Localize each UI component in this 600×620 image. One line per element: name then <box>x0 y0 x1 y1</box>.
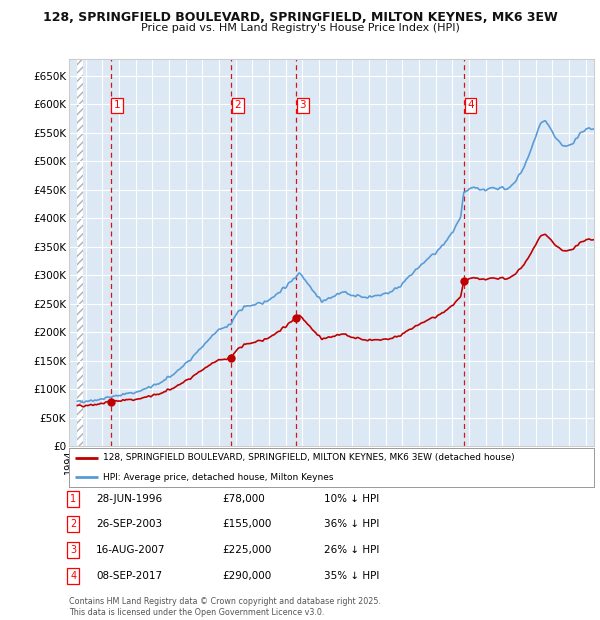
Text: 28-JUN-1996: 28-JUN-1996 <box>96 494 162 504</box>
Text: 1: 1 <box>114 100 121 110</box>
Text: £225,000: £225,000 <box>222 545 271 555</box>
Text: 4: 4 <box>70 571 76 581</box>
Text: 16-AUG-2007: 16-AUG-2007 <box>96 545 166 555</box>
Text: Price paid vs. HM Land Registry's House Price Index (HPI): Price paid vs. HM Land Registry's House … <box>140 23 460 33</box>
Text: 35% ↓ HPI: 35% ↓ HPI <box>324 571 379 581</box>
Text: 3: 3 <box>70 545 76 555</box>
Text: £78,000: £78,000 <box>222 494 265 504</box>
Text: 2: 2 <box>235 100 241 110</box>
Text: 2: 2 <box>70 519 76 529</box>
Text: £290,000: £290,000 <box>222 571 271 581</box>
Text: 26% ↓ HPI: 26% ↓ HPI <box>324 545 379 555</box>
Text: 128, SPRINGFIELD BOULEVARD, SPRINGFIELD, MILTON KEYNES, MK6 3EW (detached house): 128, SPRINGFIELD BOULEVARD, SPRINGFIELD,… <box>103 453 515 463</box>
Text: 26-SEP-2003: 26-SEP-2003 <box>96 519 162 529</box>
Text: 10% ↓ HPI: 10% ↓ HPI <box>324 494 379 504</box>
Text: 1: 1 <box>70 494 76 504</box>
Text: HPI: Average price, detached house, Milton Keynes: HPI: Average price, detached house, Milt… <box>103 472 334 482</box>
Text: 4: 4 <box>467 100 474 110</box>
Text: £155,000: £155,000 <box>222 519 271 529</box>
Text: 128, SPRINGFIELD BOULEVARD, SPRINGFIELD, MILTON KEYNES, MK6 3EW: 128, SPRINGFIELD BOULEVARD, SPRINGFIELD,… <box>43 11 557 24</box>
Text: 08-SEP-2017: 08-SEP-2017 <box>96 571 162 581</box>
Text: Contains HM Land Registry data © Crown copyright and database right 2025.
This d: Contains HM Land Registry data © Crown c… <box>69 598 381 617</box>
Text: 36% ↓ HPI: 36% ↓ HPI <box>324 519 379 529</box>
Text: 3: 3 <box>299 100 306 110</box>
